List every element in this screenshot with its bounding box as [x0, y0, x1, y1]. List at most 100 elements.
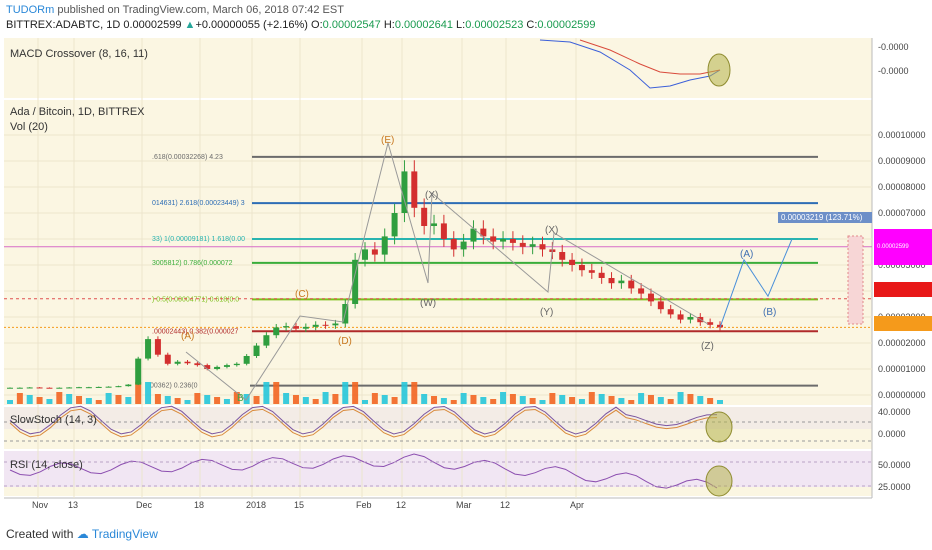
candle-body: [302, 326, 309, 329]
candle-body: [36, 387, 43, 389]
magenta-price-tag: 0.00002599: [874, 229, 932, 265]
wave-label: (E): [381, 135, 394, 146]
volume-bar: [36, 397, 43, 404]
tradingview-logo-icon: ☁: [76, 527, 89, 541]
volume-bar: [421, 394, 428, 404]
wave-label: (C): [295, 289, 309, 300]
volume-bar: [657, 397, 664, 404]
fib-label: .618(0.00032268) 4.23: [152, 154, 223, 161]
candle-body: [529, 244, 536, 247]
wave-label: (A): [740, 249, 753, 260]
close-label: C:: [526, 19, 538, 31]
volume-bar: [312, 399, 319, 404]
candle-body: [194, 363, 201, 366]
volume-bar: [115, 395, 122, 404]
vertical-grid: [37, 38, 577, 498]
volume-bar: [322, 392, 329, 404]
fib-label: 33) 1(0.00009181) 1.618(0.00: [152, 236, 245, 243]
volume-bar: [85, 398, 92, 404]
volume-bars: [7, 382, 723, 404]
measure-box: [847, 235, 864, 325]
volume-bar: [480, 397, 487, 404]
measure-tag: 0.00003219 (123.71%): [778, 212, 872, 223]
price-tick-label: 0.00001000: [878, 364, 926, 374]
candle-body: [450, 239, 457, 250]
stoch-label: SlowStoch (14, 3): [10, 414, 97, 426]
candle-body: [214, 366, 221, 369]
candle-body: [145, 339, 152, 359]
candle-body: [125, 384, 132, 387]
volume-bar: [292, 395, 299, 404]
volume-bar: [647, 395, 654, 404]
candle-body: [184, 361, 191, 364]
volume-bar: [618, 398, 625, 404]
candle-body: [46, 387, 53, 389]
volume-bar: [490, 399, 497, 404]
volume-bar: [539, 400, 546, 404]
candle-body: [411, 171, 418, 208]
volume-bar: [184, 400, 191, 404]
volume-bar: [302, 397, 309, 404]
candle-body: [707, 322, 714, 325]
time-tick-label: 15: [294, 500, 304, 510]
candle-body: [164, 354, 171, 364]
tradingview-link[interactable]: TradingView: [91, 527, 158, 541]
chart-canvas[interactable]: .618(0.00032268) 4.23 014631) 2.618(0.000…: [0, 0, 932, 520]
candle-body: [95, 386, 102, 388]
candle-body: [76, 387, 83, 389]
candle-body: [26, 387, 33, 389]
candle-body: [618, 280, 625, 284]
candle-body: [371, 249, 378, 255]
candle-body: [490, 236, 497, 242]
high-value: 0.00002641: [394, 19, 453, 31]
rsi-tick-label: 25.0000: [878, 482, 911, 492]
rsi-line: [9, 453, 718, 489]
volume-bar: [76, 396, 83, 404]
volume-bar: [352, 382, 359, 404]
candle-body: [628, 280, 635, 289]
candle-body: [292, 326, 299, 329]
candle-body: [332, 323, 339, 326]
volume-bar: [204, 395, 211, 404]
volume-bar: [233, 392, 240, 404]
candle-body: [263, 335, 270, 346]
candle-body: [322, 324, 329, 326]
volume-bar: [519, 396, 526, 404]
rsi-tick-label: 50.0000: [878, 460, 911, 470]
candle-body: [440, 223, 447, 239]
macd-line: [539, 39, 721, 89]
volume-bar: [95, 400, 102, 404]
projection-line: [719, 238, 793, 328]
fib-label: 3005812) 0.786(0.000072: [152, 260, 233, 267]
candle-body: [233, 363, 240, 366]
candle-body: [154, 339, 161, 355]
price-tick-label: 0.00000000: [878, 390, 926, 400]
volume-bar: [26, 395, 33, 404]
last-price: 0.00002599: [123, 19, 182, 31]
candle-body: [362, 249, 368, 260]
candle-body: [677, 314, 684, 320]
volume-bar: [687, 394, 694, 404]
candle-body: [657, 301, 664, 310]
volume-bar: [608, 396, 615, 404]
candle-body: [352, 259, 359, 304]
author-link[interactable]: TUDORm: [6, 4, 55, 16]
price-change: +0.00000055 (+2.16%): [195, 19, 308, 31]
time-tick-label: 12: [500, 500, 510, 510]
candle-body: [174, 361, 181, 364]
volume-bar: [154, 394, 161, 404]
time-tick-label: 18: [194, 500, 204, 510]
symbol-info: BITTREX:ADABTC, 1D 0.00002599 ▲+0.000000…: [6, 19, 596, 31]
volume-bar: [342, 382, 349, 404]
candle-body: [470, 228, 477, 242]
price-tick-label: 0.00008000: [878, 182, 926, 192]
volume-bar: [371, 393, 378, 404]
volume-bar: [283, 393, 290, 404]
candle-body: [559, 252, 566, 260]
volume-bar: [164, 396, 171, 404]
rsi-lines: [4, 453, 872, 489]
time-axis-labels: Nov 13 Dec 18 2018 15 Feb 12 Mar 12 Apr: [32, 500, 584, 510]
volume-bar: [470, 395, 477, 404]
stoch-highlight-ellipse: [705, 411, 733, 443]
candle-body: [243, 356, 250, 364]
